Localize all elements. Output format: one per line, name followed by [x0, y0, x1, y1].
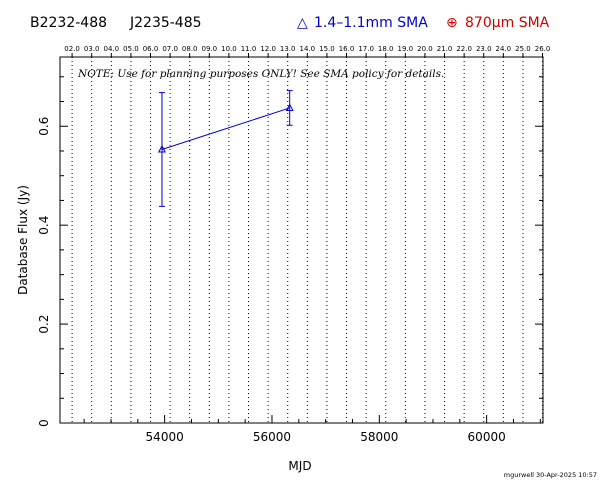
y-axis-label: Database Flux (Jy) — [16, 185, 30, 295]
top-tick-label: 21.0 — [437, 45, 453, 53]
top-tick-label: 08.0 — [182, 45, 198, 53]
x-tick-label: 54000 — [146, 430, 184, 444]
legend-circle-plus-icon: ⊕ — [446, 15, 458, 31]
legend-triangle-icon: △ — [297, 15, 308, 31]
top-tick-label: 26.0 — [535, 45, 551, 53]
top-tick-label: 16.0 — [339, 45, 355, 53]
top-tick-label: 07.0 — [162, 45, 178, 53]
top-tick-label: 04.0 — [104, 45, 120, 53]
top-tick-label: 13.0 — [280, 45, 296, 53]
x-tick-label: 58000 — [360, 430, 398, 444]
data-point-triangle — [157, 144, 167, 153]
plot-frame — [59, 56, 544, 424]
y-tick-label: 0.4 — [37, 216, 51, 235]
top-tick-label: 03.0 — [84, 45, 100, 53]
top-tick-label: 14.0 — [300, 45, 316, 53]
footer-credit: mgurwell 30-Apr-2025 10:57 — [504, 471, 597, 479]
vertical-grid — [71, 57, 544, 423]
x-tick-label: 60000 — [468, 430, 506, 444]
top-tick-label: 20.0 — [417, 45, 433, 53]
top-tick-label: 11.0 — [241, 45, 257, 53]
data-series — [157, 90, 294, 207]
top-tick-label: 10.0 — [221, 45, 237, 53]
source-alias: J2235-485 — [129, 15, 202, 31]
planning-note: NOTE: Use for planning purposes ONLY! Se… — [77, 68, 444, 80]
legend-band1-label: 1.4–1.1mm SMA — [314, 15, 428, 31]
top-tick-label: 24.0 — [496, 45, 512, 53]
top-tick-label: 06.0 — [143, 45, 159, 53]
top-tick-label: 18.0 — [378, 45, 394, 53]
top-tick-label: 15.0 — [319, 45, 335, 53]
top-axis: 02.0 03.0 04.0 05.0 06.0 07.0 08.0 09.0 10.0 11.0… — [64, 45, 550, 57]
source-name: B2232-488 — [30, 15, 107, 31]
top-tick-label: 09.0 — [202, 45, 218, 53]
series-line — [161, 107, 290, 150]
top-tick-label: 23.0 — [476, 45, 492, 53]
y-tick-label: 0.6 — [37, 117, 51, 136]
legend-band2-label: 870μm SMA — [465, 15, 550, 31]
top-tick-label: 22.0 — [456, 45, 472, 53]
plot-border — [59, 56, 544, 424]
y-axis: 0 0.2 0.4 0.6 — [37, 76, 543, 427]
top-tick-label: 05.0 — [123, 45, 139, 53]
top-tick-label: 12.0 — [260, 45, 276, 53]
top-tick-label: 19.0 — [398, 45, 414, 53]
x-axis-label: MJD — [288, 459, 311, 473]
data-point-triangle — [285, 103, 294, 111]
y-tick-label: 0.2 — [37, 315, 51, 334]
top-tick-label: 25.0 — [515, 45, 531, 53]
y-tick-label: 0 — [37, 419, 51, 427]
top-tick-label: 17.0 — [358, 45, 374, 53]
top-tick-label: 02.0 — [64, 45, 80, 53]
x-axis: 54000 56000 58000 60000 — [83, 415, 541, 444]
x-tick-label: 56000 — [253, 430, 291, 444]
